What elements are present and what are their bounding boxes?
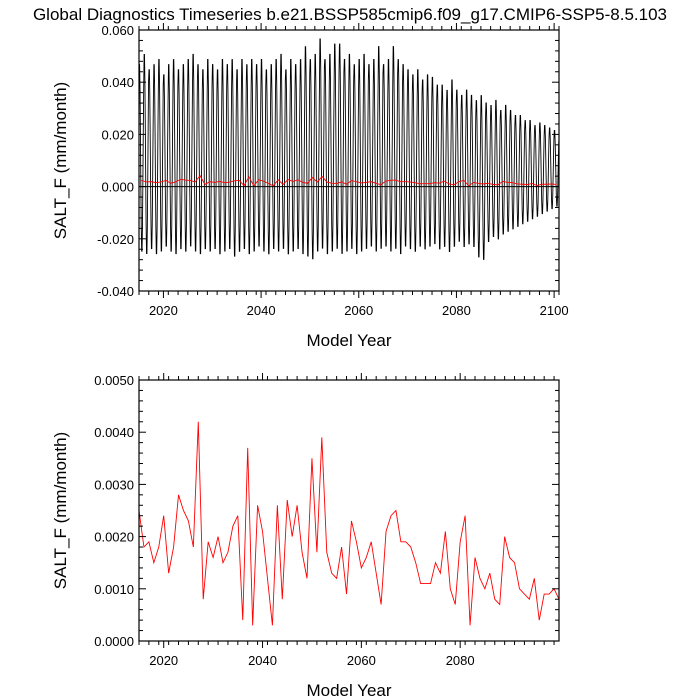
y-tick-label: 0.0030 <box>94 477 134 492</box>
y-tick-label: 0.000 <box>101 180 134 195</box>
y-tick-label: 0.0010 <box>94 582 134 597</box>
plot-area <box>139 38 559 260</box>
y-tick-label: 0.020 <box>101 127 134 142</box>
series-line-0 <box>139 38 559 260</box>
x-tick-label: 2040 <box>248 653 277 668</box>
x-axis-label: Model Year <box>306 331 391 350</box>
x-tick-label: 2020 <box>149 303 178 318</box>
x-tick-label: 2060 <box>344 303 373 318</box>
timeseries-panel-top: -0.040 -0.020 0.000 0.020 0.040 0.060 2020 2040… <box>51 23 569 350</box>
timeseries-panel-bottom: 0.0000 0.0010 0.0020 0.0030 0.0040 0.0050 2020… <box>51 373 560 700</box>
plot-area <box>139 421 559 626</box>
y-tick-label: 0.0020 <box>94 530 134 545</box>
x-tick-label: 2100 <box>540 303 569 318</box>
series-line-1 <box>141 174 557 187</box>
series-line-0 <box>139 421 559 626</box>
x-tick-label: 2020 <box>149 653 178 668</box>
y-tick-label: -0.040 <box>97 284 134 299</box>
x-tick-label: 2040 <box>247 303 276 318</box>
x-axis-label: Model Year <box>306 681 391 700</box>
y-axis-label: SALT_F (mm/month) <box>51 82 70 239</box>
y-tick-label: 0.040 <box>101 75 134 90</box>
y-axis-label: SALT_F (mm/month) <box>51 432 70 589</box>
y-tick-label: 0.0040 <box>94 425 134 440</box>
plot-frame <box>138 379 560 642</box>
figure-title: Global Diagnostics Timeseries b.e21.BSSP… <box>33 5 667 24</box>
x-tick-label: 2080 <box>442 303 471 318</box>
x-tick-label: 2060 <box>347 653 376 668</box>
y-tick-label: -0.020 <box>97 232 134 247</box>
plot-frame <box>138 29 560 292</box>
y-tick-label: 0.0050 <box>94 373 134 388</box>
x-tick-label: 2080 <box>446 653 475 668</box>
y-tick-label: 0.0000 <box>94 634 134 649</box>
y-tick-label: 0.060 <box>101 23 134 38</box>
